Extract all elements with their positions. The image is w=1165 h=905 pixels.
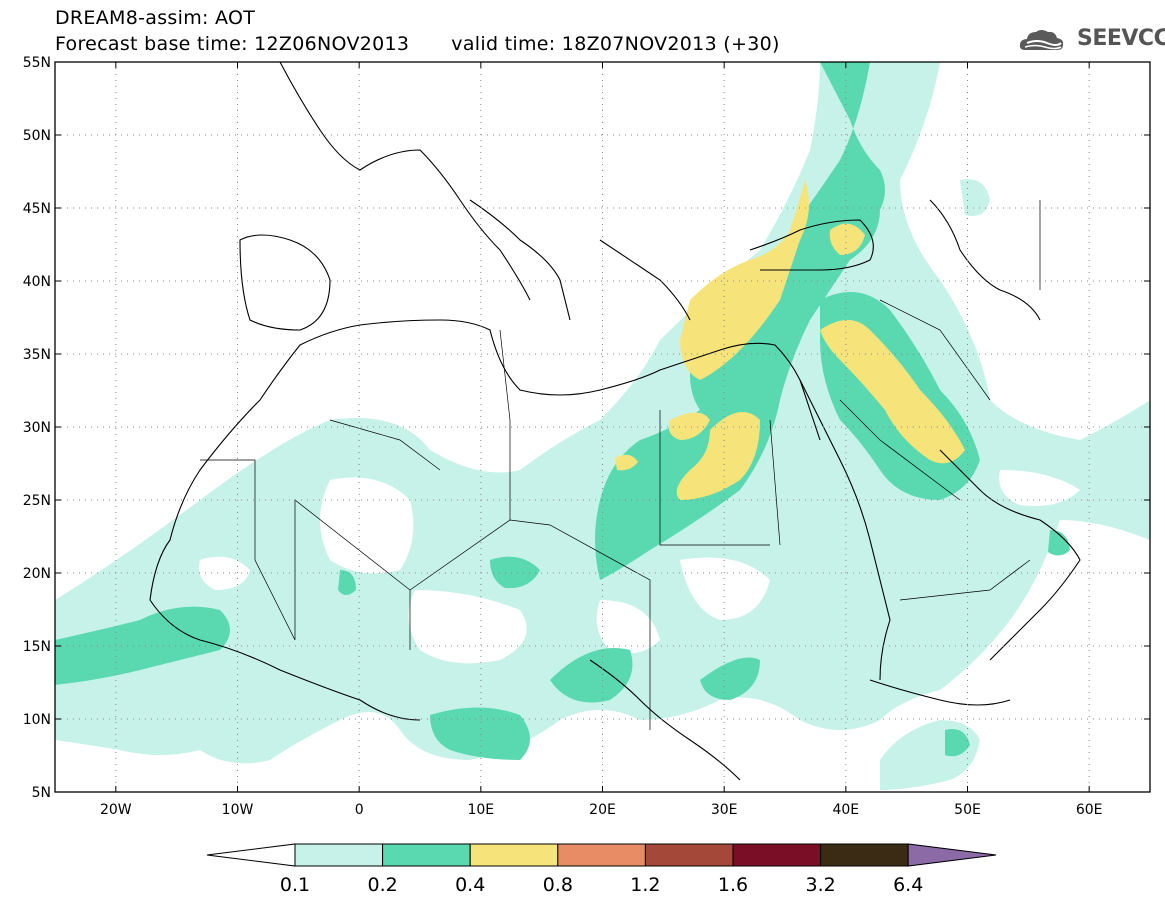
map-title: DREAM8-assim: AOT: [55, 7, 256, 29]
lon-label: 10E: [467, 802, 494, 818]
lat-label: 30N: [23, 420, 51, 436]
colorbar-segment-low: [206, 843, 296, 867]
lat-label: 10N: [23, 712, 51, 728]
colorbar-segment-high: [907, 843, 997, 867]
borders: [200, 200, 1041, 730]
latitude-labels: 55N 50N 45N 40N 35N 30N 25N 20N 15N 10N 5N: [23, 55, 51, 801]
aot-contours: [55, 62, 1150, 790]
longitude-labels: 20W 10W 0 10E 20E 30E 40E 50E 60E: [100, 802, 1103, 818]
lon-label: 60E: [1076, 802, 1103, 818]
lon-label: 20W: [100, 802, 132, 818]
colorbar-segment: [469, 843, 559, 867]
lon-label: 30E: [711, 802, 738, 818]
lon-label: 20E: [589, 802, 616, 818]
longitude-ticks: [115, 62, 1090, 792]
colorbar-label: 1.6: [718, 874, 748, 896]
colorbar-label: 3.2: [805, 874, 835, 896]
forecast-base-time: Forecast base time: 12Z06NOV2013: [55, 33, 410, 55]
colorbar-segment: [557, 843, 646, 867]
lat-label: 35N: [23, 347, 51, 363]
colorbar: [206, 843, 997, 867]
lat-label: 20N: [23, 566, 51, 582]
lat-label: 40N: [23, 274, 51, 290]
logo-text: SEEVCCC: [1077, 26, 1165, 51]
colorbar-label: 0.8: [543, 874, 573, 896]
lat-label: 55N: [23, 55, 51, 71]
lon-label: 0: [355, 802, 364, 818]
colorbar-label: 0.1: [280, 874, 310, 896]
cloud-icon: [1019, 30, 1064, 50]
lat-label: 5N: [32, 785, 51, 801]
latitude-ticks: [55, 61, 1150, 793]
lat-label: 15N: [23, 639, 51, 655]
lon-label: 50E: [954, 802, 981, 818]
colorbar-segment: [820, 843, 909, 867]
valid-time: valid time: 18Z07NOV2013 (+30): [451, 33, 780, 55]
map-subtitle: Forecast base time: 12Z06NOV2013 valid ti…: [55, 33, 780, 55]
colorbar-label: 0.2: [367, 874, 397, 896]
colorbar-segment: [294, 843, 384, 867]
lat-label: 25N: [23, 493, 51, 509]
lon-label: 10W: [222, 802, 254, 818]
lon-label: 40E: [832, 802, 859, 818]
grid-lines: [55, 62, 1150, 792]
colorbar-segment: [644, 843, 734, 867]
lat-label: 50N: [23, 128, 51, 144]
colorbar-segment: [732, 843, 822, 867]
colorbar-segment: [382, 843, 471, 867]
colorbar-label: 6.4: [893, 874, 923, 896]
colorbar-labels: 0.1 0.2 0.4 0.8 1.2 1.6 3.2 6.4: [280, 874, 923, 896]
colorbar-label: 0.4: [455, 874, 485, 896]
lat-label: 45N: [23, 201, 51, 217]
colorbar-label: 1.2: [630, 874, 660, 896]
coastlines: [149, 62, 1081, 781]
